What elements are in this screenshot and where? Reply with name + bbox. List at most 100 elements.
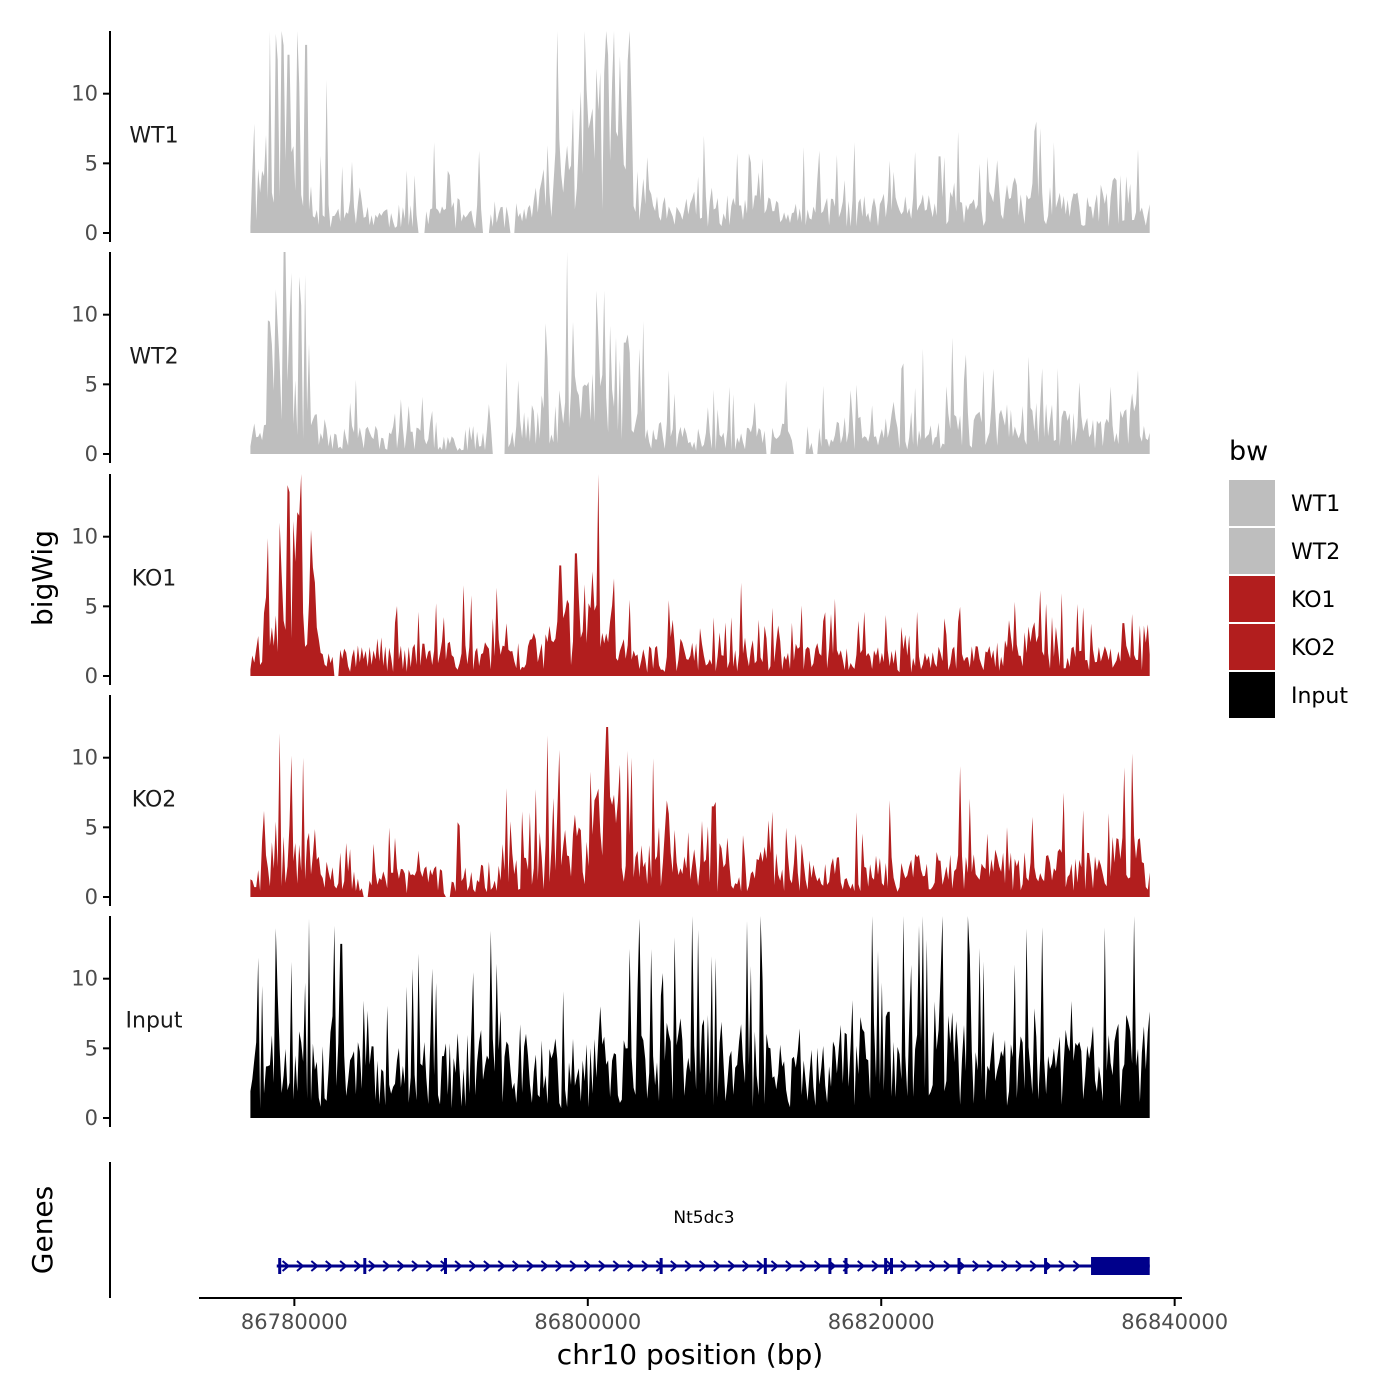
signal-area-wt2 (250, 252, 1150, 454)
y-tick-label: 0 (85, 221, 98, 245)
track-ko1: 0 5 10 KO1 (71, 474, 1150, 688)
strand-arrow (310, 1260, 319, 1272)
legend-key-input (1229, 672, 1275, 718)
strand-arrow (713, 1260, 722, 1272)
strand-arrow (756, 1260, 765, 1272)
strand-arrow (296, 1260, 305, 1272)
strand-arrow (727, 1260, 736, 1272)
strand-arrow (742, 1260, 751, 1272)
strand-arrow (914, 1260, 923, 1272)
legend-label: WT1 (1291, 492, 1340, 517)
x-tick-label: 86800000 (534, 1310, 641, 1334)
strand-arrow (928, 1260, 938, 1272)
strand-arrow (368, 1260, 377, 1272)
strand-arrow (281, 1260, 291, 1272)
legend-key-wt1 (1229, 480, 1275, 526)
strand-arrow (598, 1260, 607, 1272)
strand-arrow (555, 1260, 564, 1272)
legend-label: Input (1291, 684, 1348, 709)
strand-arrow (454, 1260, 463, 1272)
strand-arrow (353, 1260, 363, 1272)
y-tick-label: 5 (85, 372, 98, 396)
y-tick-label: 5 (85, 594, 98, 618)
strand-arrow (813, 1260, 823, 1272)
track-wt2: 0 5 10 WT2 (71, 252, 1150, 466)
genes-axis-title: Genes (26, 1186, 59, 1274)
gene-cds-block (1091, 1257, 1150, 1275)
y-tick-label: 5 (85, 815, 98, 839)
legend-label: KO2 (1291, 636, 1336, 661)
genes-track (109, 1162, 1150, 1298)
strand-arrow (943, 1260, 952, 1272)
y-tick-label: 10 (71, 303, 98, 327)
strand-arrow (785, 1260, 794, 1272)
strand-arrow (972, 1260, 981, 1272)
legend: bw WT1 WT2 KO1 KO2 Input (1229, 436, 1348, 718)
strand-arrow (1015, 1260, 1024, 1272)
strand-arrow (540, 1260, 549, 1272)
legend-title: bw (1229, 436, 1268, 467)
strand-arrow (411, 1260, 420, 1272)
y-tick-label: 0 (85, 1106, 98, 1130)
legend-key-wt2 (1229, 528, 1275, 574)
track-label: KO1 (132, 566, 177, 591)
strand-arrow (770, 1260, 779, 1272)
gene-name-label: Nt5dc3 (673, 1208, 734, 1228)
strand-arrow (1058, 1260, 1067, 1272)
y-tick-label: 5 (85, 151, 98, 175)
track-label: WT1 (129, 123, 178, 148)
y-tick-label: 0 (85, 885, 98, 909)
strand-arrow (626, 1260, 636, 1272)
y-tick-label: 10 (71, 82, 98, 106)
strand-arrow (1072, 1260, 1081, 1272)
legend-label: KO1 (1291, 588, 1336, 613)
x-axis-title: chr10 position (bp) (557, 1338, 823, 1371)
signal-area-ko2 (250, 727, 1150, 897)
strand-arrow (569, 1260, 578, 1272)
y-axis-title: bigWig (26, 530, 59, 626)
signal-area-input (250, 916, 1150, 1118)
strand-arrow (871, 1260, 880, 1272)
strand-arrow (526, 1260, 535, 1272)
strand-arrow (511, 1260, 521, 1272)
strand-arrow (339, 1260, 348, 1272)
strand-arrow (1029, 1260, 1038, 1272)
track-label: KO2 (132, 787, 177, 812)
y-tick-label: 5 (85, 1036, 98, 1060)
bigwig-tracks: 0 5 10 WT1 0 5 10 WT2 0 5 10 KO1 0 5 10 KO2 0 5 10 Input (71, 31, 1150, 1130)
strand-arrow (425, 1260, 434, 1272)
x-tick-label: 86820000 (828, 1310, 935, 1334)
y-tick-label: 0 (85, 664, 98, 688)
strand-arrow (698, 1260, 708, 1272)
track-wt1: 0 5 10 WT1 (71, 31, 1150, 245)
signal-area-ko1 (250, 474, 1150, 676)
x-axis: 86780000 86800000 86820000 86840000 (199, 1297, 1228, 1334)
legend-key-ko2 (1229, 624, 1275, 670)
x-tick-label: 86840000 (1121, 1310, 1228, 1334)
signal-area-wt1 (250, 31, 1150, 233)
strand-arrow (986, 1260, 995, 1272)
strand-arrow (583, 1260, 593, 1272)
strand-arrow (396, 1260, 406, 1272)
strand-arrow (670, 1260, 679, 1272)
strand-arrow (857, 1260, 866, 1272)
strand-arrow (1000, 1260, 1010, 1272)
strand-arrow (483, 1260, 492, 1272)
legend-key-ko1 (1229, 576, 1275, 622)
track-ko2: 0 5 10 KO2 (71, 695, 1150, 909)
strand-arrow (382, 1260, 391, 1272)
strand-arrow (468, 1260, 478, 1272)
strand-arrow (612, 1260, 621, 1272)
strand-arrow (497, 1260, 506, 1272)
y-tick-label: 10 (71, 525, 98, 549)
x-tick-label: 86780000 (241, 1310, 348, 1334)
legend-label: WT2 (1291, 540, 1340, 565)
strand-arrow (641, 1260, 650, 1272)
y-tick-label: 10 (71, 967, 98, 991)
y-tick-label: 10 (71, 746, 98, 770)
strand-arrow (799, 1260, 808, 1272)
y-tick-label: 0 (85, 442, 98, 466)
track-input: 0 5 10 Input (71, 916, 1150, 1130)
track-label: WT2 (129, 344, 178, 369)
